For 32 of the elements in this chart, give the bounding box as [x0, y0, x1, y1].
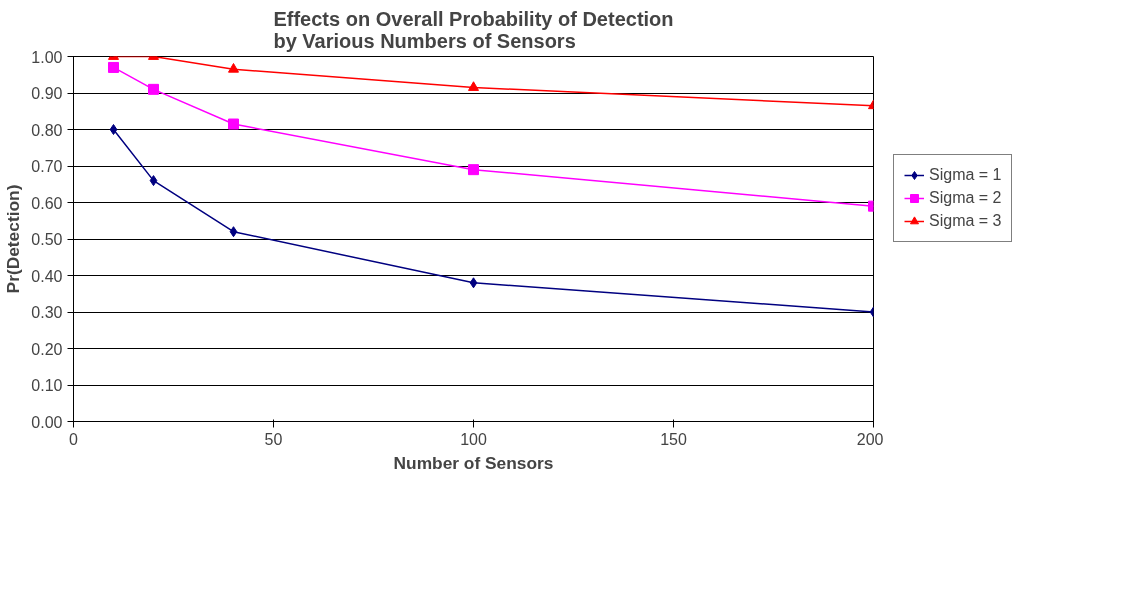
- x-tick-label: 0: [69, 430, 79, 448]
- y-tick-label: 0.90: [31, 85, 63, 102]
- y-tick-label: 0.60: [31, 194, 63, 212]
- x-tick-label: 50: [264, 430, 283, 448]
- point: [229, 226, 238, 238]
- y-tick-label: 0.40: [31, 267, 63, 285]
- chart-title: Effects on Overall Probability of Detection by Various Numbers of Sensors: [273, 7, 674, 52]
- legend-label: Sigma = 2: [929, 188, 1002, 207]
- x-tick-label: 100: [460, 430, 487, 448]
- point: [468, 81, 479, 91]
- x-axis-title: Number of Sensors: [393, 452, 554, 473]
- point: [468, 164, 479, 176]
- y-tick-label: 0.70: [31, 158, 63, 175]
- point: [469, 277, 478, 289]
- y-tick-label: 0.10: [31, 377, 63, 394]
- y-tick-label: 0.50: [31, 231, 63, 248]
- x-tick-label: 200: [856, 430, 884, 448]
- y-tick-label: 0.20: [31, 340, 63, 358]
- y-tick-label: 0.30: [31, 304, 63, 321]
- point: [228, 63, 239, 73]
- point: [108, 61, 119, 73]
- legend-label: Sigma = 3: [929, 211, 1002, 230]
- y-tick-label: 0.80: [31, 121, 63, 139]
- point: [109, 124, 118, 135]
- y-tick-label: 0.00: [31, 413, 63, 431]
- point: [148, 83, 159, 95]
- y-tick-label: 1.00: [31, 48, 63, 66]
- point: [149, 175, 158, 187]
- legend-label: Sigma = 1: [929, 165, 1002, 184]
- x-tick-label: 150: [660, 430, 687, 448]
- y-axis-title: Pr(Detection): [3, 184, 24, 294]
- point: [228, 118, 239, 130]
